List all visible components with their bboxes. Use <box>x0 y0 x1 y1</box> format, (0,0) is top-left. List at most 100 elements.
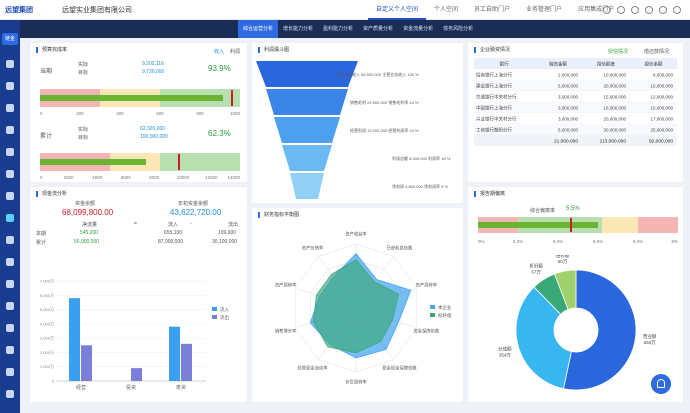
nav-personal-space[interactable]: 个人空间 <box>434 7 459 13</box>
tab-cashflow[interactable]: 资金流量分析 <box>403 26 434 32</box>
y-tick-label: 5,000万 <box>40 307 54 312</box>
table-cell: 15,000,000 <box>650 106 673 111</box>
tick-label: 5.6% <box>593 239 603 244</box>
panel-title: 预算完成率 <box>36 47 67 53</box>
current-target-value: 9,720,000 <box>142 69 165 75</box>
star-icon[interactable] <box>6 368 14 376</box>
pie-slice-营业额 <box>563 269 637 391</box>
profit-link[interactable]: 利润 <box>230 49 241 55</box>
radar-axis-label: 销售增长率 <box>275 327 297 334</box>
help-icon[interactable] <box>617 6 625 14</box>
ratio-panel: 报告期偏离 综合偏离率 5.5% 0% 5.2% 6.4% 5.6% 6.4% 8% 营业… <box>468 187 683 402</box>
period-in: 655,100 <box>164 230 183 236</box>
tick-label: 10000 <box>177 175 190 180</box>
user-avatar-icon[interactable] <box>673 6 681 14</box>
table-row <box>474 124 677 135</box>
cum-label: 累计 <box>36 240 47 246</box>
list-icon[interactable] <box>6 126 14 134</box>
table-cell: 20,000,000 <box>603 84 626 89</box>
table-cell: 25,000,000 <box>650 128 673 133</box>
y-tick-label: 4,000万 <box>40 321 54 326</box>
funnel-stage-5 <box>290 173 324 199</box>
tick-label: 6.4% <box>553 239 563 244</box>
radar-axis-label: 资产周转率 <box>275 282 297 289</box>
tick-label: 0 <box>40 175 43 180</box>
pie-label: 维修额 <box>556 255 570 259</box>
tick-label: 400 <box>116 111 124 116</box>
chat-icon[interactable] <box>645 6 653 14</box>
report-icon[interactable] <box>6 280 14 288</box>
cumulative-bullet-chart: 0 2000 4000 6000 8000 10000 12000 14000 <box>40 153 240 180</box>
bar-流出 <box>181 343 192 381</box>
chart-icon[interactable] <box>6 170 14 178</box>
tick-label: 6000 <box>121 175 132 180</box>
tab-growth[interactable]: 增长能力分析 <box>283 26 314 32</box>
actual-bar <box>40 95 223 101</box>
total-cell: 92,000,000 <box>649 139 673 145</box>
calendar-icon[interactable] <box>6 258 14 266</box>
funnel-label-3: 经营利润 12,002,000 经营利润率 24 % <box>350 128 419 133</box>
x-tick-label: 经营 <box>76 384 86 391</box>
balance-label: 资金余额 <box>75 201 96 207</box>
notification-button[interactable] <box>651 374 671 394</box>
pie-slice-维修额 <box>554 269 577 310</box>
balance-value: 68,099,800.00 <box>62 208 114 217</box>
credit-link[interactable]: 授信情况 <box>608 49 629 55</box>
settings-icon[interactable] <box>659 6 667 14</box>
funnel-stage-4 <box>282 145 332 171</box>
actual-bar <box>478 222 598 228</box>
settings-icon[interactable] <box>6 302 14 310</box>
cashflow-bar-chart: 0 1,000万 2,000万 3,000万 4,000万 5,000万 6,000万 7,0… <box>40 279 230 392</box>
repayment-link[interactable]: 借还款情况 <box>644 49 670 55</box>
search-icon[interactable] <box>603 6 611 14</box>
sidebar-logo[interactable]: 链金 <box>2 33 18 45</box>
tick-label: 1000 <box>230 111 240 116</box>
cum-in: 87,000,000 <box>158 239 184 245</box>
revenue-link[interactable]: 收入 <box>214 49 225 55</box>
current-bullet-chart: 0 200 400 600 800 1000 <box>40 89 240 116</box>
tab-asset[interactable]: 资产质量分析 <box>363 26 394 32</box>
legend-label: 流入 <box>220 306 229 313</box>
nav-integration-portal[interactable]: 应用集成门户 <box>578 7 615 13</box>
pie-label: 354万 <box>499 353 512 359</box>
pie-label: 分成额 <box>498 346 512 353</box>
user-icon[interactable] <box>6 236 14 244</box>
home-icon[interactable] <box>6 60 14 68</box>
message-icon[interactable] <box>6 192 14 200</box>
folder-icon[interactable] <box>6 324 14 332</box>
bell-icon[interactable] <box>631 6 639 14</box>
grid-icon[interactable] <box>6 148 14 156</box>
more-icon[interactable] <box>6 390 14 398</box>
bar-流入 <box>69 298 80 381</box>
tick-label: 600 <box>156 111 164 116</box>
funnel-label-4: 利润总额 8,000,000 利润率 18 % <box>392 156 451 161</box>
table-cell: 中国银行上海分行 <box>476 105 512 112</box>
target-marker <box>178 154 180 170</box>
table-cell: 招商银行上海分行 <box>476 72 512 79</box>
radar-axis-label: 存货周转率 <box>345 379 367 386</box>
cashflow-panel: 现金流分析 资金余额 68,099,800.00 年初资金余额 43,622,7… <box>30 187 247 402</box>
bar-流入 <box>169 326 180 381</box>
nav-custom-space[interactable]: 自定义个人空间 <box>368 0 427 20</box>
radar-axis-label: 资金保障倍数 <box>413 327 439 334</box>
nav-employee-portal[interactable]: 员工自助门户 <box>474 7 511 13</box>
radar-axis-label: 经营现金流动率 <box>297 364 328 371</box>
tab-debt[interactable]: 债务风险分析 <box>443 26 474 32</box>
deviation-bullet-chart: 0% 5.2% 6.4% 5.6% 6.4% 8% <box>478 217 678 244</box>
analysis-icon[interactable] <box>6 214 14 222</box>
net-flow-label: 净流量 <box>82 222 98 228</box>
brand-name[interactable]: 远望集团 <box>5 7 33 14</box>
document-icon[interactable] <box>6 104 14 112</box>
year-start-label: 年初资金余额 <box>178 201 209 207</box>
table-row <box>474 80 677 91</box>
nav-business-portal[interactable]: 业务管理门户 <box>526 7 563 13</box>
funnel-panel: 利润漏斗图 主营业务收入 69,502,000 主营业务收入 100 % 销售毛… <box>252 43 463 203</box>
flow-icon[interactable] <box>6 82 14 90</box>
pie-label: 67万 <box>531 270 541 276</box>
tab-overall[interactable]: 综合运营分析 <box>238 20 279 38</box>
box-icon[interactable] <box>6 346 14 354</box>
tab-profit[interactable]: 盈利能力分析 <box>323 26 354 32</box>
